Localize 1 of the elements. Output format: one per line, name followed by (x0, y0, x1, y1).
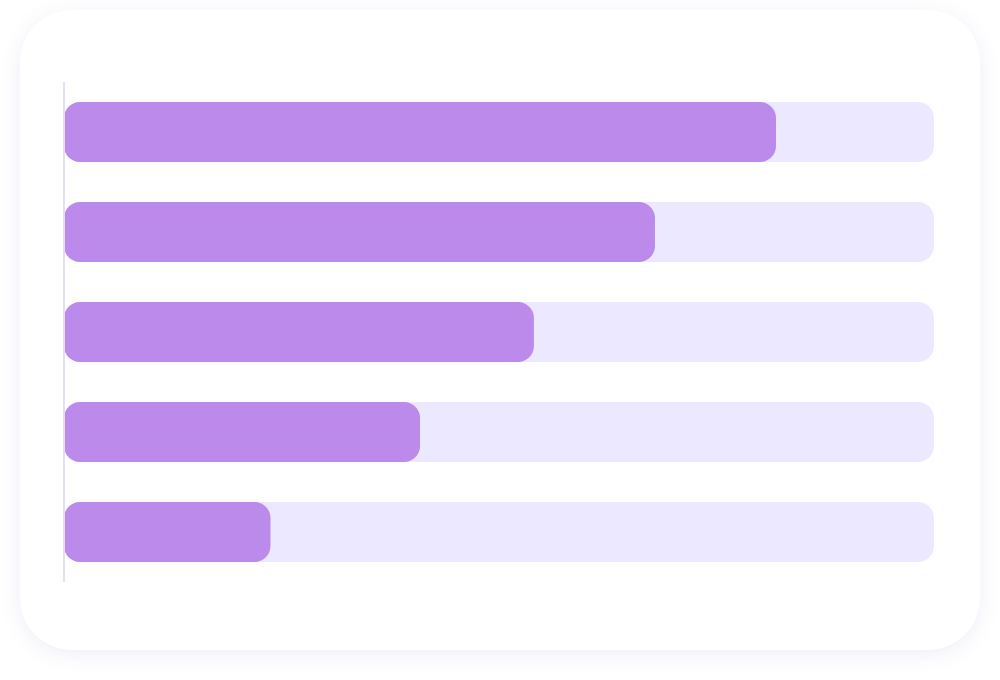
bar (64, 502, 271, 562)
